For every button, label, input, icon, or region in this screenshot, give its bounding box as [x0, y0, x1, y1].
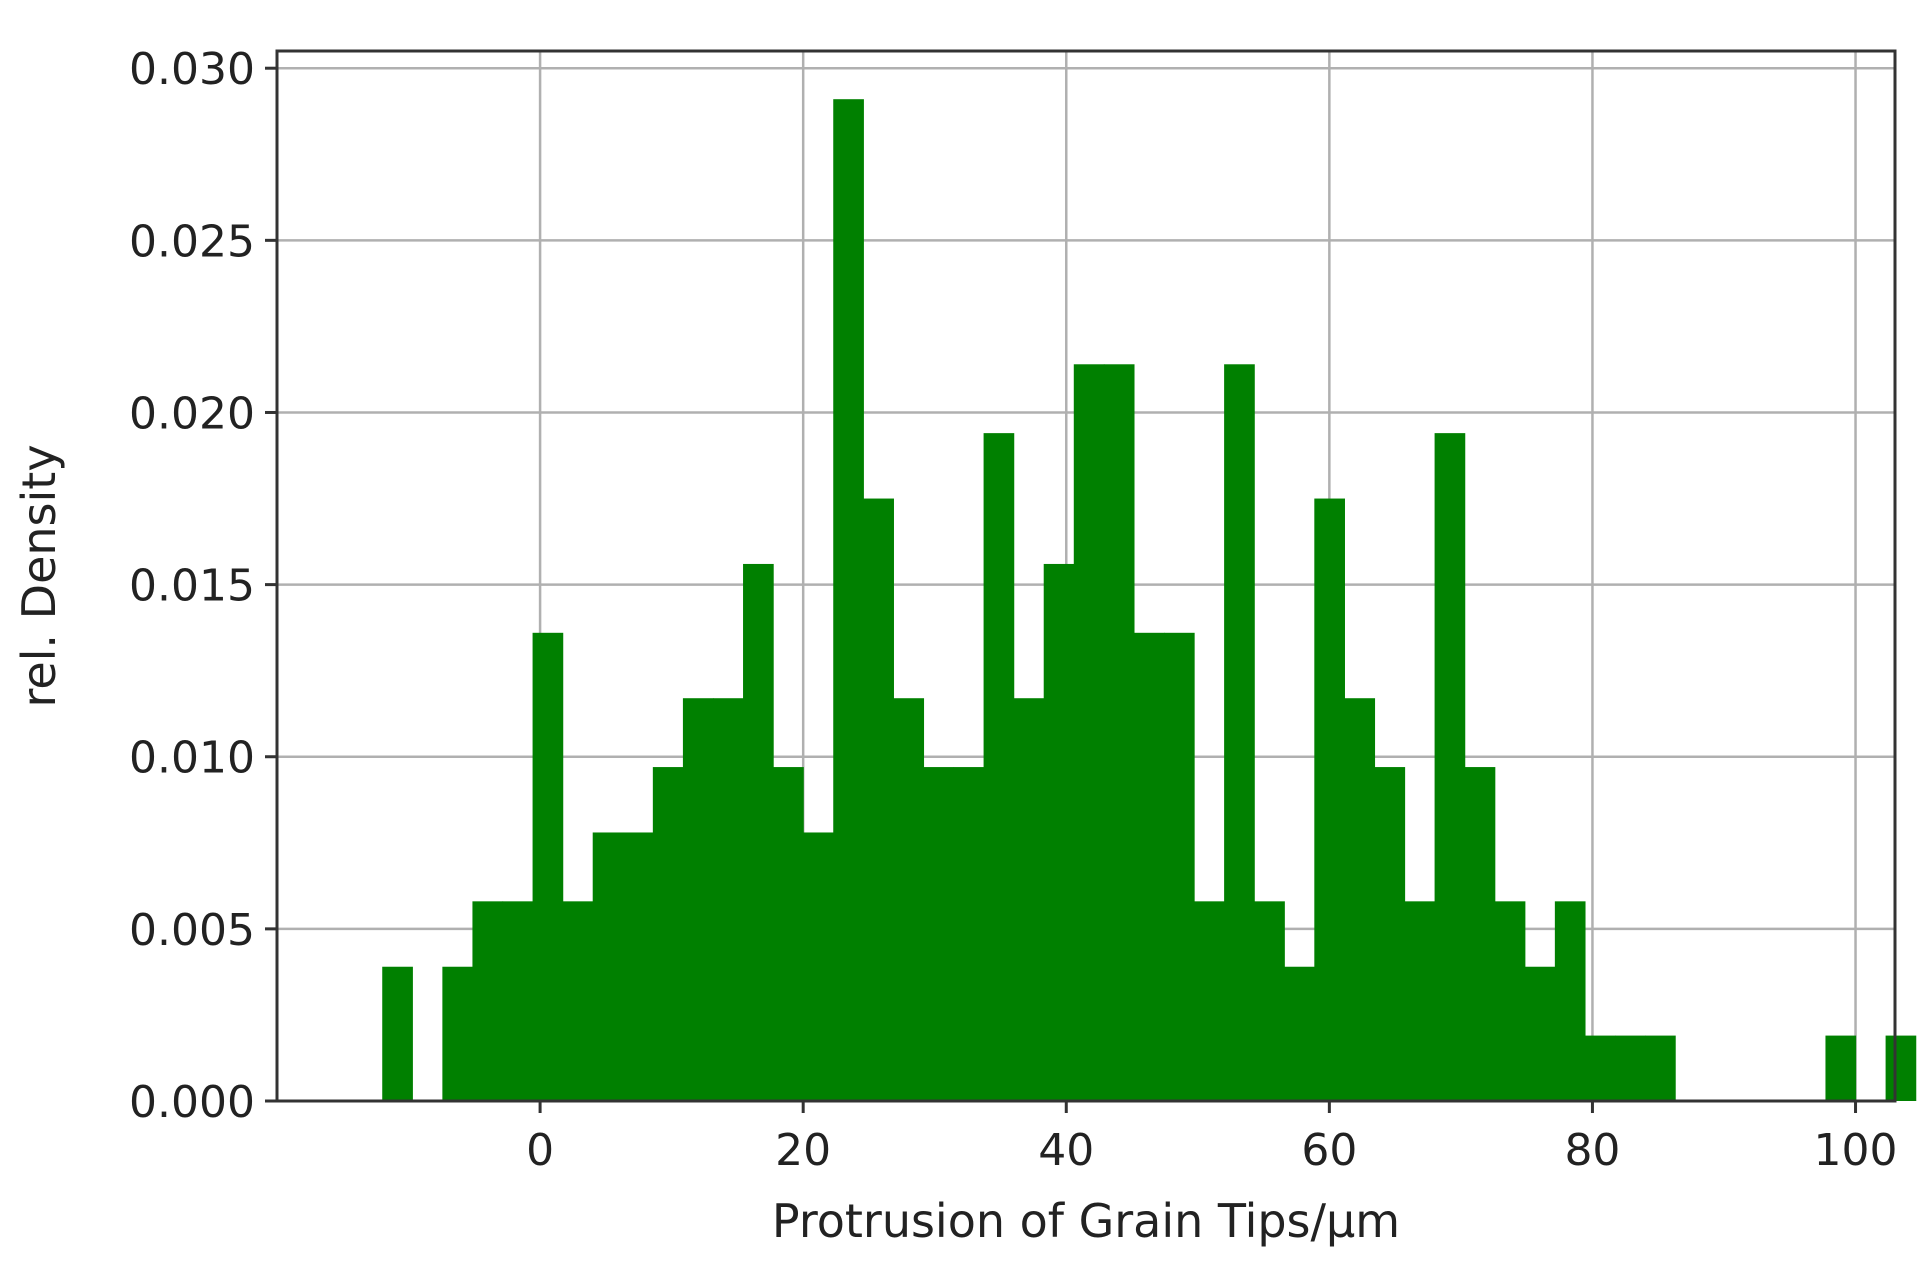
- histogram-bar: [712, 698, 744, 1101]
- histogram-bar: [1645, 1035, 1676, 1101]
- y-tick-label: 0.010: [129, 733, 255, 784]
- histogram-bar: [1013, 698, 1045, 1101]
- x-tick-label: 0: [526, 1125, 554, 1176]
- x-tick-label: 80: [1564, 1125, 1620, 1176]
- histogram-bar: [773, 767, 804, 1101]
- histogram-bar: [502, 901, 534, 1101]
- histogram-bar: [1194, 901, 1225, 1101]
- histogram-bar: [743, 563, 774, 1101]
- histogram-bar: [1614, 1035, 1646, 1101]
- histogram-bar: [652, 767, 684, 1101]
- histogram-bar: [562, 901, 594, 1101]
- x-tick-label: 100: [1814, 1125, 1898, 1176]
- y-tick-label: 0.015: [129, 561, 255, 612]
- y-axis-label: rel. Density: [12, 444, 66, 707]
- x-tick-label: 60: [1301, 1125, 1357, 1176]
- histogram-bar: [863, 498, 894, 1101]
- y-tick-label: 0.030: [129, 44, 255, 95]
- histogram-bar: [893, 698, 925, 1101]
- histogram-bar: [1554, 901, 1586, 1101]
- x-tick-label: 40: [1038, 1125, 1094, 1176]
- histogram-bar: [1524, 966, 1556, 1101]
- histogram-bar: [1103, 364, 1135, 1101]
- histogram-bar: [382, 966, 413, 1101]
- histogram-bar: [1464, 767, 1496, 1101]
- histogram-bar: [1344, 698, 1376, 1101]
- y-tick-label: 0.020: [129, 388, 255, 439]
- histogram-bar: [1224, 364, 1255, 1101]
- histogram-bar: [833, 99, 864, 1102]
- histogram-bar: [1043, 563, 1075, 1101]
- x-axis-label: Protrusion of Grain Tips/µm: [772, 1194, 1400, 1248]
- histogram-bar: [803, 832, 834, 1101]
- axes-frame: [275, 49, 1897, 1103]
- histogram-bar: [983, 433, 1015, 1102]
- histogram-bar: [622, 832, 654, 1101]
- histogram-bar: [1885, 1035, 1917, 1101]
- histogram-bar: [953, 767, 985, 1101]
- x-tick-label: 20: [775, 1125, 831, 1176]
- histogram-bar: [1404, 901, 1436, 1101]
- histogram-bar: [1254, 901, 1285, 1101]
- histogram-bar: [592, 832, 624, 1101]
- histogram-bar: [1825, 1035, 1857, 1101]
- histogram-bar: [682, 698, 714, 1101]
- ticks-layer: 0 20 40 60 80 100 0.000 0.005 0.010 0.015 0.020 0.0…: [129, 44, 1897, 1176]
- histogram-bar: [1284, 966, 1315, 1101]
- histogram-bar: [1584, 1035, 1616, 1101]
- histogram-bar: [1374, 767, 1406, 1101]
- y-tick-label: 0.000: [129, 1077, 255, 1128]
- bars-layer: [382, 99, 1917, 1102]
- histogram-bar: [923, 767, 955, 1101]
- histogram-bar: [1314, 498, 1345, 1101]
- histogram-bar: [472, 901, 504, 1101]
- histogram-bar: [1133, 632, 1165, 1101]
- histogram-bar: [1163, 632, 1195, 1101]
- histogram-bar: [1073, 364, 1105, 1101]
- y-tick-label: 0.005: [129, 905, 255, 956]
- histogram-bar: [1434, 433, 1466, 1102]
- histogram-bar: [1494, 901, 1526, 1101]
- y-tick-label: 0.025: [129, 216, 255, 267]
- histogram-bar: [532, 632, 564, 1101]
- histogram-bar: [442, 966, 474, 1101]
